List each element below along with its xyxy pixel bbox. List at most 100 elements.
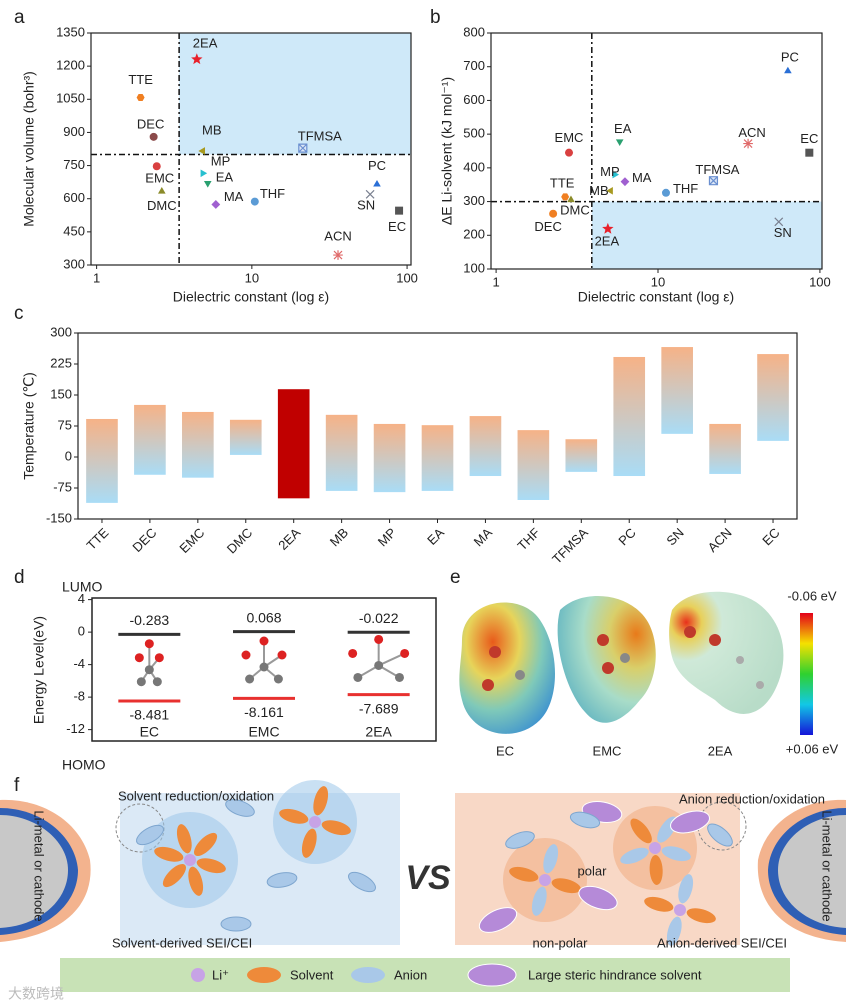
- bar: [325, 414, 358, 491]
- category-label: EMC: [248, 724, 279, 740]
- bar: [613, 356, 646, 477]
- data-point: [620, 177, 630, 187]
- point-label: ACN: [324, 228, 351, 243]
- point-label: PC: [368, 158, 386, 173]
- atom: [374, 660, 384, 670]
- solvent: [154, 846, 184, 862]
- x-axis-label: Dielectric constant (log ε): [578, 289, 734, 305]
- point-label: MP: [211, 154, 231, 169]
- x-tick-label: EA: [424, 525, 447, 548]
- category-label: 2EA: [365, 724, 392, 740]
- solvent: [630, 818, 652, 844]
- solvent: [162, 863, 187, 888]
- legend-label: Anion: [394, 967, 427, 982]
- panel-label: c: [14, 303, 24, 324]
- li-ion: [674, 904, 686, 916]
- bar: [565, 439, 598, 472]
- watermark: 大数跨境: [8, 986, 64, 1002]
- y-tick-label: -4: [73, 656, 85, 671]
- x-tick-label: DMC: [224, 525, 256, 557]
- panel-label: f: [14, 775, 20, 796]
- x-tick-label: MP: [375, 525, 399, 549]
- data-point: [395, 206, 404, 215]
- y-tick-label: -12: [66, 721, 85, 736]
- li-ion: [309, 816, 321, 828]
- x-tick-label: EC: [759, 525, 782, 548]
- highlight-region: [179, 33, 411, 155]
- data-point: [152, 162, 161, 171]
- atom: [400, 648, 410, 658]
- esp-surface: [459, 602, 555, 734]
- point-label: EMC: [145, 171, 174, 186]
- y-axis-label: Temperature (℃): [21, 372, 37, 480]
- x-tick-label: 10: [651, 274, 665, 289]
- value-label: -0.283: [129, 612, 169, 628]
- atom: [489, 646, 501, 658]
- point-label: TFMSA: [298, 129, 342, 144]
- bar: [229, 419, 262, 455]
- y-axis-label: ΔE Li-solvent (kJ mol⁻¹): [439, 77, 455, 225]
- atom: [374, 634, 384, 644]
- steric-solvent: [670, 810, 710, 834]
- annotation: Anion reduction/oxidation: [679, 791, 825, 806]
- data-point: [211, 200, 221, 209]
- y-tick-label: 300: [463, 193, 485, 208]
- atom: [709, 634, 721, 646]
- atom: [597, 634, 609, 646]
- point-label: TFMSA: [695, 162, 739, 177]
- bar: [182, 411, 214, 478]
- point-label: SN: [774, 225, 792, 240]
- solvent: [313, 786, 329, 816]
- point-label: SN: [357, 198, 375, 213]
- annotation: Solvent reduction/oxidation: [118, 788, 274, 803]
- data-point: [661, 188, 670, 197]
- y-tick-label: -75: [53, 479, 72, 494]
- atom: [482, 679, 494, 691]
- x-tick-label: 100: [396, 270, 418, 285]
- solvent: [531, 886, 547, 916]
- atom: [515, 670, 525, 680]
- x-tick-label: 2EA: [275, 525, 303, 553]
- legend-label: Li⁺: [212, 967, 229, 982]
- x-tick-label: THF: [514, 525, 543, 554]
- y-tick-label: 100: [463, 260, 485, 275]
- x-tick-label: PC: [615, 525, 638, 548]
- point-label: DEC: [137, 116, 164, 131]
- bar: [134, 404, 166, 475]
- point-label: 2EA: [193, 36, 218, 51]
- atom: [277, 650, 287, 660]
- anion: [348, 871, 376, 893]
- y-tick-label: 400: [463, 159, 485, 174]
- y-tick-label: 300: [63, 256, 85, 271]
- data-point: [708, 176, 719, 186]
- legend-swatch: [191, 968, 205, 982]
- value-label: -7.689: [359, 700, 399, 716]
- data-point: [200, 169, 208, 178]
- zoom-circle: [697, 801, 747, 851]
- plot-frame: [490, 32, 823, 270]
- point-label: ACN: [738, 125, 765, 140]
- point-label: MA: [632, 170, 652, 185]
- value-label: -8.161: [244, 704, 284, 720]
- anion: [225, 799, 255, 817]
- molecule-label: EC: [496, 743, 514, 758]
- y-tick-label: 200: [463, 227, 485, 242]
- data-point: [365, 189, 375, 199]
- solvent: [279, 808, 309, 824]
- y-tick-label: 4: [78, 591, 85, 606]
- y-tick-label: 75: [58, 417, 72, 432]
- data-point: [549, 209, 558, 218]
- bar: [661, 347, 693, 434]
- data-point: [615, 139, 624, 146]
- point-label: EMC: [555, 130, 584, 145]
- value-label: 0.068: [246, 609, 281, 625]
- data-point: [606, 186, 613, 195]
- y-tick-label: 600: [63, 190, 85, 205]
- plot-frame: [90, 32, 412, 266]
- series-label: LUMO: [62, 579, 103, 595]
- solvent: [649, 854, 663, 885]
- legend-box: [60, 958, 790, 992]
- y-tick-label: 600: [463, 92, 485, 107]
- point-label: EC: [800, 131, 818, 146]
